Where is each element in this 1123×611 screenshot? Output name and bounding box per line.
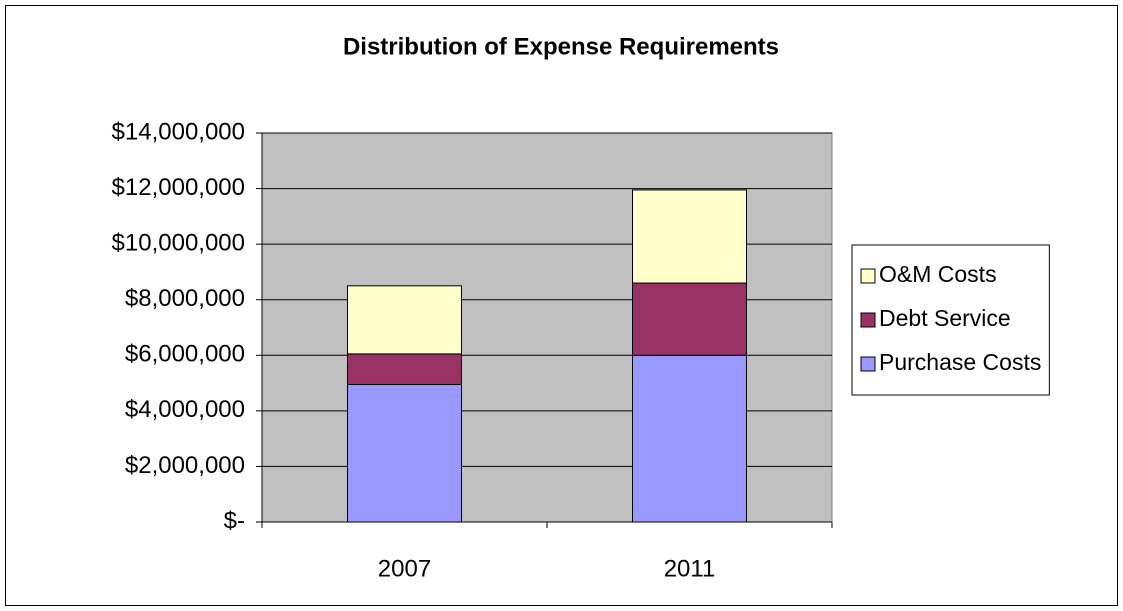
legend-swatch	[860, 356, 876, 372]
legend-swatch	[860, 268, 876, 284]
legend	[851, 244, 1050, 396]
legend-label: O&M Costs	[879, 261, 997, 287]
legend-swatch	[860, 312, 876, 328]
y-tick-label: $8,000,000	[125, 285, 245, 312]
bar-segment	[347, 353, 462, 385]
x-tick-label: 2007	[378, 555, 431, 582]
bar-segment	[347, 285, 462, 355]
y-tick-label: $4,000,000	[125, 396, 245, 423]
legend-label: Purchase Costs	[879, 349, 1041, 375]
y-tick-label: $6,000,000	[125, 341, 245, 368]
y-tick-label: $12,000,000	[112, 174, 245, 201]
y-tick-label: $-	[224, 507, 245, 534]
x-tick-label: 2011	[664, 555, 716, 582]
bar-segment	[632, 354, 747, 523]
y-tick-label: $10,000,000	[112, 229, 245, 256]
y-tick-label: $14,000,000	[112, 118, 245, 145]
y-tick-label: $2,000,000	[125, 452, 245, 479]
bar-segment	[347, 383, 462, 523]
chart-title: Distribution of Expense Requirements	[343, 33, 779, 60]
bar-segment	[632, 282, 747, 356]
legend-label: Debt Service	[879, 305, 1011, 331]
bar-segment	[632, 189, 747, 284]
